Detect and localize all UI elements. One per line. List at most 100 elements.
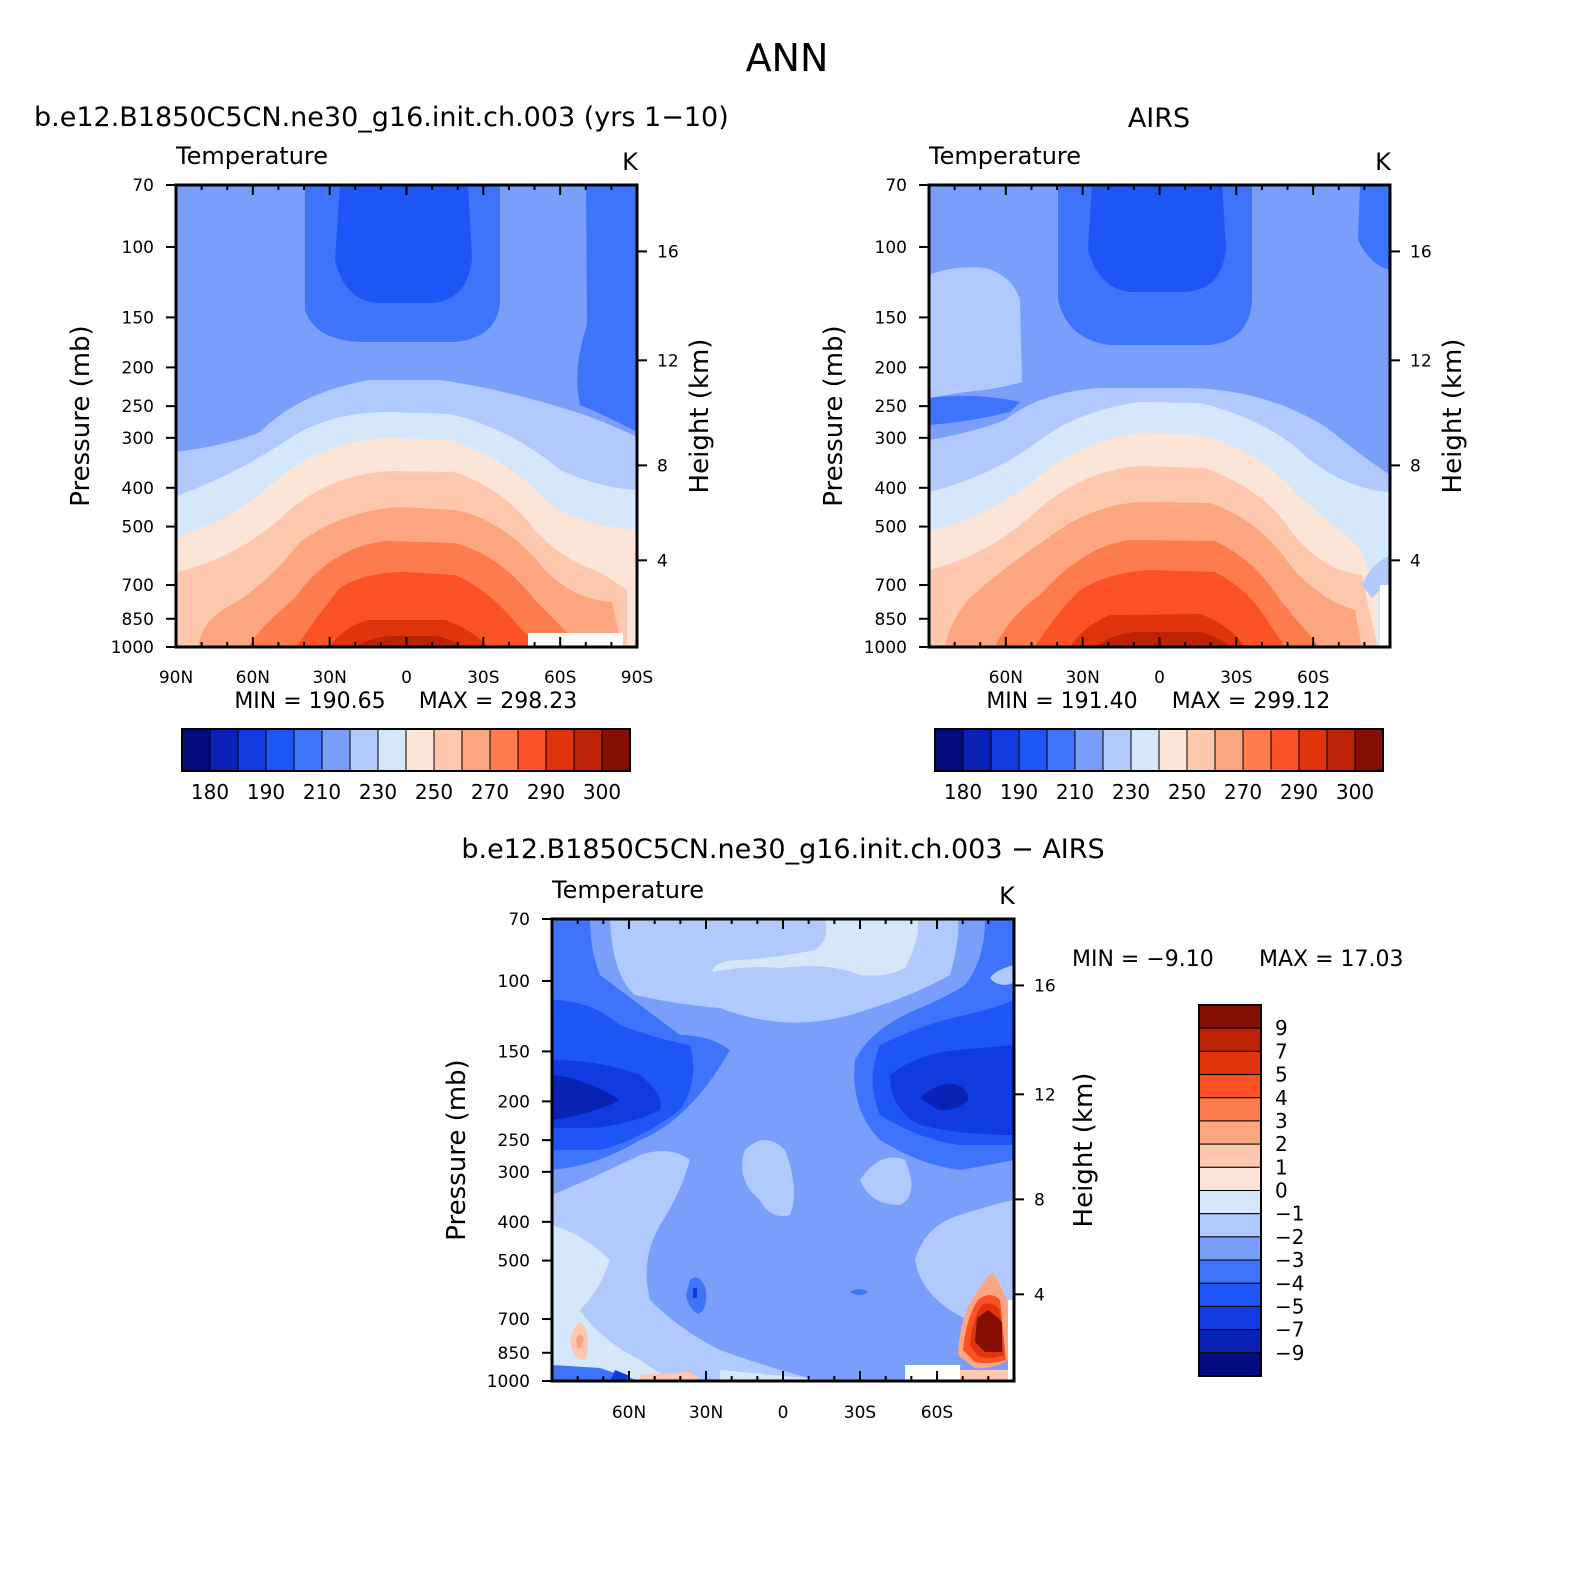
panel-airs-max: MAX = 299.12 <box>1172 689 1331 714</box>
colorbar-box <box>1186 728 1216 772</box>
colorbar-box <box>1198 1074 1262 1099</box>
colorbar-box <box>209 728 239 772</box>
colorbar-box <box>181 728 211 772</box>
ytick-label: 1000 <box>111 638 154 658</box>
height-tick-label: 16 <box>1034 976 1056 996</box>
colorbar-label: 5 <box>1275 1063 1288 1087</box>
xtick-label: 30S <box>844 1403 876 1423</box>
colorbar-box <box>321 728 351 772</box>
colorbar-frame <box>181 728 631 772</box>
ytick-label: 300 <box>498 1163 530 1183</box>
colorbar-label: 300 <box>583 780 621 804</box>
panel-diff-variable: Temperature <box>551 876 704 904</box>
colorbar-label: 0 <box>1275 1179 1288 1203</box>
colorbar-box <box>1158 728 1188 772</box>
panel-airs-units: K <box>1375 148 1392 176</box>
colorbar-box <box>1198 1236 1262 1261</box>
colorbar-label: −3 <box>1275 1248 1304 1272</box>
colorbar-label: 290 <box>527 780 565 804</box>
colorbar-box <box>1018 728 1048 772</box>
colorbar-box <box>517 728 547 772</box>
xtick-label: 60S <box>544 668 576 688</box>
missing-data <box>528 633 623 647</box>
panel-airs-title: AIRS <box>1128 103 1190 134</box>
colorbar-box <box>265 728 295 772</box>
figure-title: ANN <box>746 36 829 80</box>
colorbar-label: 4 <box>1275 1086 1288 1110</box>
colorbar-label: 190 <box>1000 780 1038 804</box>
colorbar-label: 190 <box>247 780 285 804</box>
xtick-label: 30N <box>312 668 346 688</box>
panel-diff-axes: 70 100 150 200 250 300 400 500 700 850 1000 60N 30N 0… <box>487 910 1056 1423</box>
colorbar-label: −4 <box>1275 1271 1304 1295</box>
panel-model-variable: Temperature <box>175 142 328 170</box>
colorbar-label: −5 <box>1275 1294 1304 1318</box>
ytick-label: 70 <box>885 176 907 196</box>
contour-band-225-north <box>929 267 1022 398</box>
height-tick-label: 4 <box>1034 1285 1045 1305</box>
colorbar-box <box>1074 728 1104 772</box>
contour-band-205-north <box>929 395 1020 425</box>
panel-airs-min: MIN = 191.40 <box>986 689 1137 714</box>
colorbar-box <box>573 728 603 772</box>
missing-data <box>905 1365 960 1381</box>
colorbar-box <box>601 728 631 772</box>
colorbar-label: 3 <box>1275 1109 1288 1133</box>
panel-model: b.e12.B1850C5CN.ne30_g16.init.ch.003 (yr… <box>34 102 729 804</box>
xtick-label: 30S <box>467 668 499 688</box>
contour-band-300 <box>1095 632 1230 647</box>
colorbar-box <box>377 728 407 772</box>
colorbar-label: −2 <box>1275 1225 1304 1249</box>
colorbar-frame <box>1198 1004 1262 1377</box>
ytick-label: 400 <box>122 479 154 499</box>
ytick-label: 500 <box>498 1252 530 1272</box>
contour-band-m1.5-mid2 <box>860 1157 912 1205</box>
panel-diff-title: b.e12.B1850C5CN.ne30_g16.init.ch.003 − A… <box>461 834 1104 865</box>
colorbar-box <box>1270 728 1300 772</box>
contour-band-195 <box>335 185 472 303</box>
panel-diff-ylabel: Pressure (mb) <box>442 1059 472 1240</box>
colorbar-box <box>545 728 575 772</box>
ytick-label: 250 <box>122 397 154 417</box>
panel-model-min: MIN = 190.65 <box>234 689 385 714</box>
colorbar-box <box>293 728 323 772</box>
ytick-label: 150 <box>875 308 907 328</box>
panel-airs-axes: 70 100 150 200 250 300 400 500 700 850 1000 60N 30N 0… <box>864 176 1432 688</box>
colorbar-frame <box>934 728 1384 772</box>
colorbar-label: 230 <box>1112 780 1150 804</box>
panel-model-units: K <box>622 148 639 176</box>
colorbar-label: 230 <box>359 780 397 804</box>
colorbar-box <box>461 728 491 772</box>
ytick-label: 1000 <box>864 638 907 658</box>
contour-band-m1.5-south <box>990 965 1014 985</box>
colorbar-label: 250 <box>415 780 453 804</box>
ytick-label: 500 <box>875 518 907 538</box>
colorbar-box <box>1198 1143 1262 1168</box>
colorbar-box <box>1198 1027 1262 1052</box>
colorbar-label: 210 <box>1056 780 1094 804</box>
xtick-label: 90N <box>159 668 193 688</box>
colorbar-box <box>1198 1282 1262 1307</box>
colorbar-box <box>1214 728 1244 772</box>
colorbar-box <box>1198 1050 1262 1076</box>
panel-model-title: b.e12.B1850C5CN.ne30_g16.init.ch.003 (yr… <box>34 102 729 133</box>
colorbar-box <box>433 728 463 772</box>
colorbar-box <box>489 728 519 772</box>
ytick-label: 500 <box>122 518 154 538</box>
contour-band-205-south <box>1358 185 1390 270</box>
colorbar-box <box>1198 1097 1262 1122</box>
colorbar-box <box>1046 728 1076 772</box>
colorbar-label: 180 <box>944 780 982 804</box>
panel-airs-contours <box>929 185 1390 647</box>
height-tick-label: 8 <box>1410 456 1421 476</box>
colorbar-label: 1 <box>1275 1155 1288 1179</box>
colorbar-label: 180 <box>191 780 229 804</box>
contour-band-m0.5 <box>712 919 919 976</box>
panel-diff: b.e12.B1850C5CN.ne30_g16.init.ch.003 − A… <box>442 834 1404 1423</box>
panel-airs-variable: Temperature <box>928 142 1081 170</box>
height-tick-label: 12 <box>1410 351 1432 371</box>
ytick-label: 200 <box>498 1092 530 1112</box>
colorbar-label: 210 <box>303 780 341 804</box>
